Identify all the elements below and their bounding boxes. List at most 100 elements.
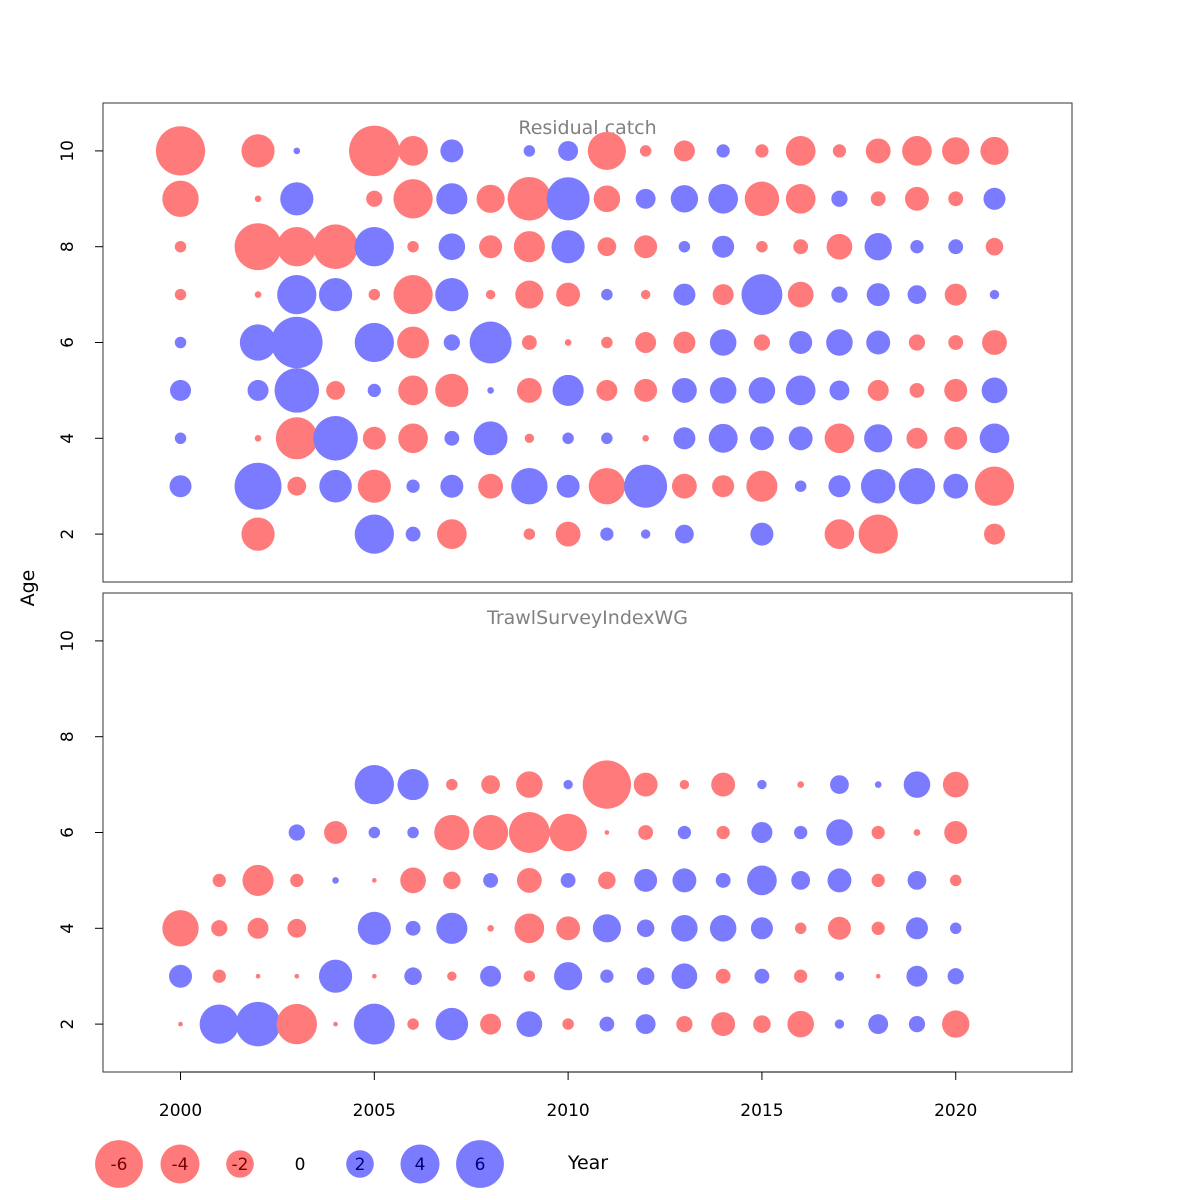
- residual-bubble: [828, 475, 851, 498]
- legend-label: -6: [111, 1155, 128, 1175]
- residual-bubble: [514, 913, 545, 944]
- residual-bubble: [639, 145, 652, 157]
- residual-bubble: [398, 136, 428, 166]
- panel-title: TrawlSurveyIndexWG: [486, 607, 688, 629]
- residual-bubble: [516, 867, 542, 893]
- residual-bubble: [711, 772, 736, 797]
- residual-bubble: [785, 375, 816, 406]
- legend-item: -6: [95, 1140, 143, 1188]
- y-tick-label: 4: [58, 433, 78, 444]
- y-tick-label: 8: [58, 731, 78, 742]
- residual-bubble: [672, 868, 697, 893]
- residual-bubble: [435, 277, 469, 312]
- residual-bubble: [393, 274, 433, 315]
- residual-bubble: [832, 144, 847, 158]
- residual-bubble: [313, 416, 358, 461]
- residual-bubble: [985, 237, 1004, 256]
- residual-bubble: [596, 379, 618, 401]
- x-tick-label: 2020: [934, 1101, 977, 1121]
- residual-bubble: [944, 283, 967, 306]
- residual-bubble: [516, 771, 543, 798]
- residual-bubble: [326, 381, 345, 400]
- residual-bubble: [241, 134, 275, 168]
- residual-bubble: [903, 771, 931, 798]
- residual-bubble: [513, 231, 545, 263]
- residual-bubble: [277, 274, 317, 315]
- residual-bubble: [294, 973, 300, 979]
- residual-bubble: [908, 1015, 926, 1033]
- residual-bubble: [476, 184, 505, 213]
- residual-bubble: [319, 469, 352, 503]
- residual-bubble: [277, 227, 317, 267]
- residual-bubble: [562, 1018, 574, 1030]
- residual-bubble: [906, 965, 928, 987]
- residual-bubble: [155, 126, 206, 176]
- residual-bubble: [634, 868, 658, 892]
- residual-bubble: [592, 914, 621, 943]
- residual-bubble: [354, 227, 394, 267]
- residual-bubble: [944, 820, 968, 845]
- y-tick-label: 6: [58, 827, 78, 838]
- residual-bubble: [511, 468, 548, 505]
- residual-bubble: [905, 917, 928, 940]
- residual-bubble: [989, 289, 1000, 300]
- residual-bubble: [170, 379, 192, 401]
- residual-bubble: [827, 916, 851, 940]
- residual-bubble: [834, 971, 845, 981]
- residual-bubble: [582, 760, 632, 809]
- residual-bubble: [757, 779, 767, 790]
- residual-bubble: [709, 377, 737, 404]
- residual-bubble: [600, 527, 614, 541]
- residual-bubble: [673, 283, 696, 306]
- residual-bubble: [712, 284, 734, 306]
- residual-bubble: [287, 476, 307, 496]
- residual-bubble: [254, 291, 262, 298]
- residual-bubble: [709, 915, 737, 942]
- residual-bubble: [712, 475, 735, 498]
- residual-bubble: [434, 814, 470, 851]
- bubble-size-legend: -6 -4 -2 0 2 4 6: [95, 1140, 504, 1188]
- residual-bubble: [554, 962, 583, 991]
- residual-bubble: [679, 779, 690, 790]
- legend-label: 2: [355, 1155, 366, 1175]
- residual-bubble: [750, 917, 773, 940]
- residual-bubble: [942, 137, 970, 165]
- residual-bubble: [405, 920, 421, 936]
- residual-bubble: [435, 1007, 469, 1041]
- residual-bubble: [524, 433, 535, 443]
- residual-bubble: [753, 334, 771, 351]
- residual-bubble: [947, 968, 964, 985]
- residual-bubble: [242, 864, 274, 896]
- residual-bubble: [678, 240, 691, 253]
- residual-bubble: [469, 321, 512, 364]
- residual-bubble: [898, 468, 936, 505]
- residual-bubble: [671, 915, 698, 942]
- residual-bubble: [983, 187, 1006, 210]
- legend-label: 0: [295, 1155, 306, 1175]
- residual-bubble: [910, 240, 924, 254]
- residual-bubble: [826, 233, 853, 260]
- residual-bubble: [906, 427, 928, 449]
- residual-bubble: [290, 873, 304, 888]
- residual-bubble: [212, 969, 226, 983]
- residual-bubble: [444, 430, 460, 446]
- residual-bubble: [944, 426, 968, 450]
- residual-bubble: [749, 426, 774, 451]
- residual-bubble: [271, 316, 323, 369]
- residual-bubble: [480, 1013, 502, 1035]
- residual-bubble: [274, 368, 320, 413]
- legend-label: 6: [475, 1155, 486, 1175]
- residual-bubble: [368, 826, 381, 839]
- legend-bubble: [346, 1150, 374, 1178]
- residual-bubble: [199, 1004, 239, 1044]
- residual-bubble: [787, 1010, 814, 1038]
- residual-bubble: [634, 378, 658, 402]
- residual-bubble: [599, 1016, 615, 1032]
- residual-bubble: [791, 871, 811, 890]
- residual-bubble: [741, 274, 783, 316]
- residual-bubble: [479, 235, 503, 259]
- residual-bubble: [174, 288, 187, 301]
- x-tick-label: 2000: [159, 1101, 202, 1121]
- residual-bubble: [255, 973, 261, 979]
- residual-bubble: [211, 920, 228, 937]
